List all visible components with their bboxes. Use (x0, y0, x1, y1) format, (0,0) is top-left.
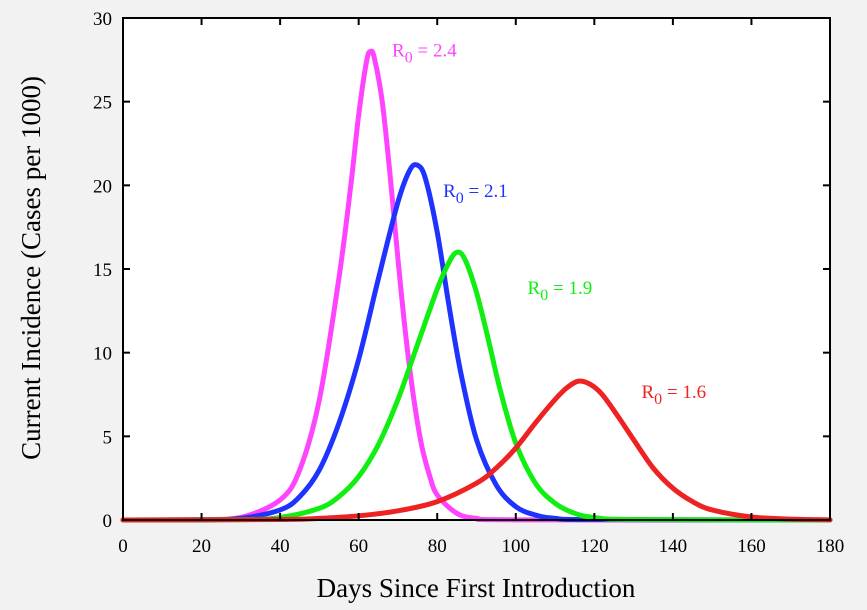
series-line-3 (120, 378, 833, 523)
series-label-0: R0 = 2.4 (392, 40, 457, 66)
series-label-subscript: 0 (654, 391, 662, 408)
y-tick-label: 10 (93, 344, 112, 365)
series-label-layer: R0 = 2.4R0 = 2.1R0 = 1.9R0 = 1.6 (392, 40, 706, 407)
series-label-main: R (528, 278, 541, 299)
x-axis-label: Days Since First Introduction (317, 573, 636, 603)
y-tick-label: 15 (93, 260, 112, 281)
y-tick-label: 5 (103, 427, 113, 448)
series-label-value: = 1.9 (548, 278, 592, 299)
series-label-main: R (443, 181, 456, 202)
series-label-subscript: 0 (405, 49, 413, 66)
series-label-1: R0 = 2.1 (443, 181, 508, 207)
x-tick-label: 40 (271, 536, 290, 557)
plot-frame (122, 17, 831, 521)
y-tick-label: 30 (93, 9, 112, 30)
x-tick-label: 140 (659, 536, 688, 557)
x-tick-label: 20 (192, 536, 211, 557)
y-tick-label: 20 (93, 176, 112, 197)
series-label-subscript: 0 (456, 190, 464, 207)
series-label-value: = 2.4 (413, 40, 457, 61)
x-tick-label: 120 (580, 536, 609, 557)
series-label-value: = 2.1 (464, 181, 508, 202)
series-label-2: R0 = 1.9 (528, 278, 593, 304)
x-tick-label: 80 (428, 536, 447, 557)
x-tick-label: 60 (349, 536, 368, 557)
series-label-main: R (392, 40, 405, 61)
series-line-0 (120, 48, 833, 523)
series-label-value: = 1.6 (662, 382, 706, 403)
x-tick-label: 160 (737, 536, 766, 557)
x-tick-label: 180 (816, 536, 845, 557)
y-axis-label: Current Incidence (Cases per 1000) (16, 76, 46, 460)
series-line-1 (120, 162, 833, 523)
series-line-2 (120, 249, 833, 523)
y-tick-label: 0 (103, 511, 113, 532)
series-layer (120, 48, 833, 523)
series-label-3: R0 = 1.6 (641, 382, 706, 408)
series-label-subscript: 0 (540, 287, 548, 304)
series-label-main: R (641, 382, 654, 403)
x-tick-label: 100 (502, 536, 531, 557)
y-tick-label: 25 (93, 93, 112, 114)
x-tick-label: 0 (118, 536, 128, 557)
